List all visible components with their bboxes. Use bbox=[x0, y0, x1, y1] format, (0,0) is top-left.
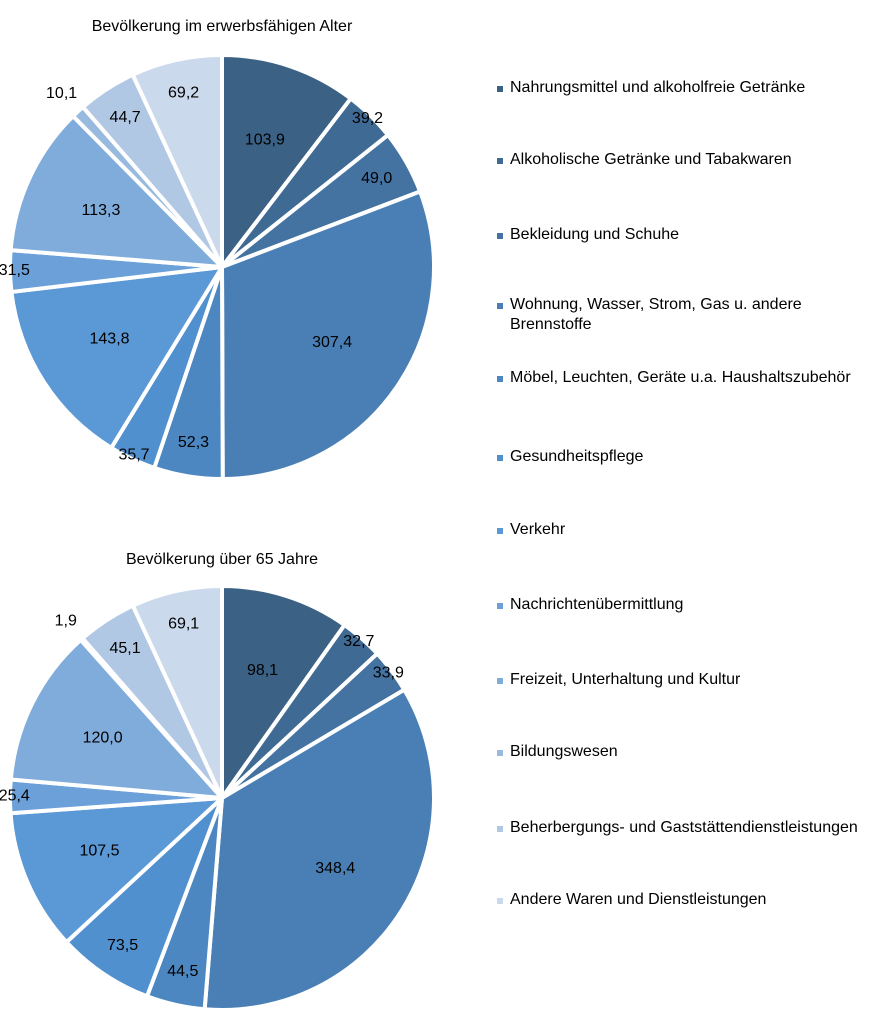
chart-title: Bevölkerung über 65 Jahre bbox=[126, 551, 318, 568]
legend-label: Alkoholische Getränke und Tabakwaren bbox=[510, 151, 792, 168]
legend-item: Alkoholische Getränke und Tabakwaren bbox=[497, 150, 867, 170]
legend-item: Nahrungsmittel und alkoholfreie Getränke bbox=[497, 78, 867, 98]
pie-slice bbox=[9, 265, 224, 450]
legend-item: Freizeit, Unterhaltung und Kultur bbox=[497, 670, 867, 690]
legend-swatch bbox=[497, 678, 503, 684]
chart-title: Bevölkerung im erwerbsfähigen Alter bbox=[92, 18, 353, 35]
legend-swatch bbox=[497, 303, 503, 309]
data-label: 143,8 bbox=[90, 330, 130, 347]
data-label: 107,5 bbox=[79, 842, 119, 859]
legend-swatch bbox=[497, 376, 503, 382]
legend-label: Bekleidung und Schuhe bbox=[510, 226, 680, 243]
data-label: 45,1 bbox=[109, 640, 140, 657]
legend-swatch bbox=[497, 455, 503, 461]
legend-item: Möbel, Leuchten, Geräte u.a. Haushaltszu… bbox=[497, 368, 867, 388]
legend-label: Beherbergungs- und Gaststättendienstleis… bbox=[510, 819, 858, 836]
legend-item: Andere Waren und Dienstleistungen bbox=[497, 890, 867, 910]
legend-item: Gesundheitspflege bbox=[497, 447, 867, 467]
legend-label: Freizeit, Unterhaltung und Kultur bbox=[510, 671, 741, 688]
legend-item: Bekleidung und Schuhe bbox=[497, 225, 867, 245]
data-label: 39,2 bbox=[352, 110, 383, 127]
legend-label: Gesundheitspflege bbox=[510, 448, 644, 465]
data-label: 69,1 bbox=[168, 615, 199, 632]
data-label: 10,1 bbox=[46, 85, 77, 102]
legend-label: Bildungswesen bbox=[510, 743, 618, 760]
legend-label: Verkehr bbox=[510, 521, 566, 538]
data-label: 35,7 bbox=[118, 446, 149, 463]
pie-slice bbox=[220, 584, 347, 800]
data-label: 1,9 bbox=[55, 612, 77, 629]
pie-slice bbox=[202, 687, 436, 1010]
legend-item: Beherbergungs- und Gaststättendienstleis… bbox=[497, 818, 867, 838]
data-label: 73,5 bbox=[107, 937, 138, 954]
data-label: 44,5 bbox=[167, 963, 198, 980]
pie-slice bbox=[220, 189, 436, 481]
data-label: 25,4 bbox=[0, 788, 30, 805]
data-label: 103,9 bbox=[245, 132, 285, 149]
legend-item: Verkehr bbox=[497, 520, 867, 540]
legend-label: Nachrichtenübermittlung bbox=[510, 596, 684, 613]
legend-swatch bbox=[497, 158, 503, 164]
legend-swatch bbox=[497, 750, 503, 756]
legend-swatch bbox=[497, 233, 503, 239]
legend-item: Bildungswesen bbox=[497, 742, 867, 762]
pie-slice bbox=[220, 53, 353, 269]
data-label: 98,1 bbox=[247, 662, 278, 679]
legend-swatch bbox=[497, 898, 503, 904]
data-label: 113,3 bbox=[81, 202, 120, 219]
legend-label: Nahrungsmittel und alkoholfreie Getränke bbox=[510, 79, 806, 96]
legend-label: Andere Waren und Dienstleistungen bbox=[510, 891, 767, 908]
data-label: 120,0 bbox=[83, 729, 123, 746]
data-label: 69,2 bbox=[168, 84, 199, 101]
data-label: 31,5 bbox=[0, 262, 30, 279]
data-label: 348,4 bbox=[315, 860, 355, 877]
data-label: 32,7 bbox=[343, 633, 374, 650]
legend-label: Wohnung, Wasser, Strom, Gas u. andere Br… bbox=[510, 296, 802, 333]
pie-slice bbox=[8, 796, 224, 945]
legend-swatch bbox=[497, 826, 503, 832]
legend-label: Möbel, Leuchten, Geräte u.a. Haushaltszu… bbox=[510, 369, 851, 386]
pie-slice bbox=[8, 637, 224, 800]
legend-swatch bbox=[497, 528, 503, 534]
legend-item: Wohnung, Wasser, Strom, Gas u. andere Br… bbox=[497, 295, 867, 335]
legend-swatch bbox=[497, 603, 503, 609]
data-label: 307,4 bbox=[312, 334, 352, 351]
pie-slice bbox=[8, 114, 224, 269]
data-label: 44,7 bbox=[110, 109, 141, 126]
data-label: 33,9 bbox=[373, 665, 404, 682]
pie-slice bbox=[130, 584, 224, 800]
data-label: 49,0 bbox=[361, 170, 392, 187]
pie-slice bbox=[130, 53, 224, 269]
data-label: 52,3 bbox=[178, 434, 209, 451]
legend-swatch bbox=[497, 86, 503, 92]
legend-item: Nachrichtenübermittlung bbox=[497, 595, 867, 615]
